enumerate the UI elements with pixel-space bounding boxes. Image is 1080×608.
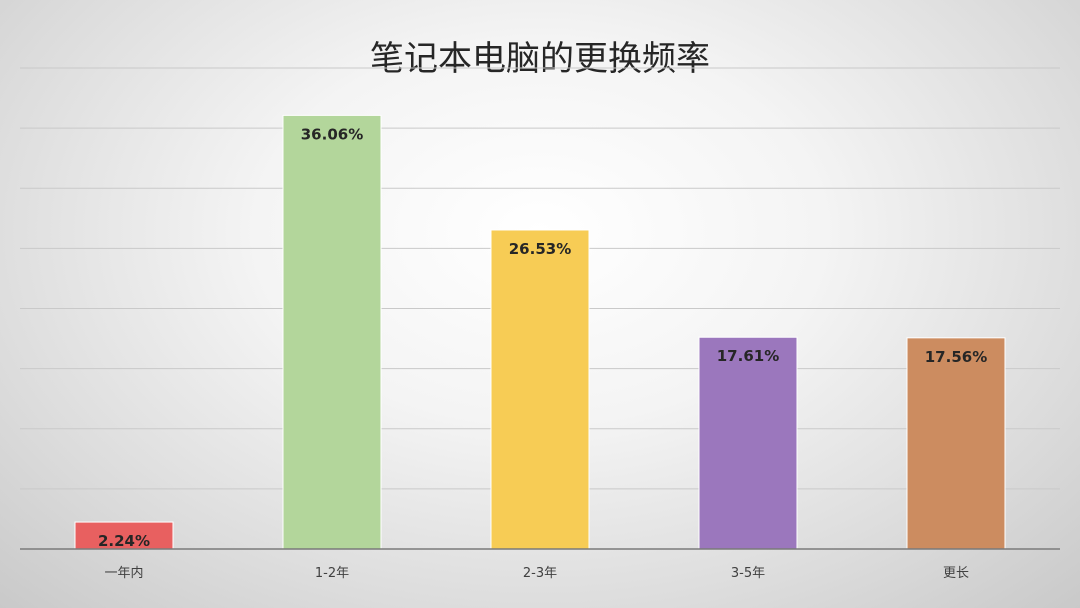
- x-tick-label-5: 更长: [943, 566, 969, 581]
- bar-4: [698, 336, 798, 550]
- x-tick-label-4: 3-5年: [731, 566, 765, 581]
- bars: [74, 114, 1006, 550]
- x-axis-tick-labels: 一年内 1-2年 2-3年 3-5年 更长: [104, 565, 969, 581]
- bar-3: [490, 229, 590, 550]
- data-label-3: 26.53%: [509, 240, 571, 258]
- bar-2: [282, 114, 382, 550]
- data-label-1: 2.24%: [98, 532, 150, 550]
- data-label-2: 36.06%: [301, 125, 363, 143]
- data-label-4: 17.61%: [717, 347, 779, 365]
- x-tick-label-2: 1-2年: [315, 566, 349, 581]
- data-labels: 2.24% 36.06% 26.53% 17.61% 17.56%: [98, 125, 987, 550]
- bar-5: [906, 337, 1006, 550]
- x-tick-label-1: 一年内: [104, 565, 143, 581]
- chart-title: 笔记本电脑的更换频率: [370, 39, 710, 79]
- x-tick-label-3: 2-3年: [523, 566, 557, 581]
- data-label-5: 17.56%: [925, 348, 987, 366]
- bar-1: [74, 521, 174, 550]
